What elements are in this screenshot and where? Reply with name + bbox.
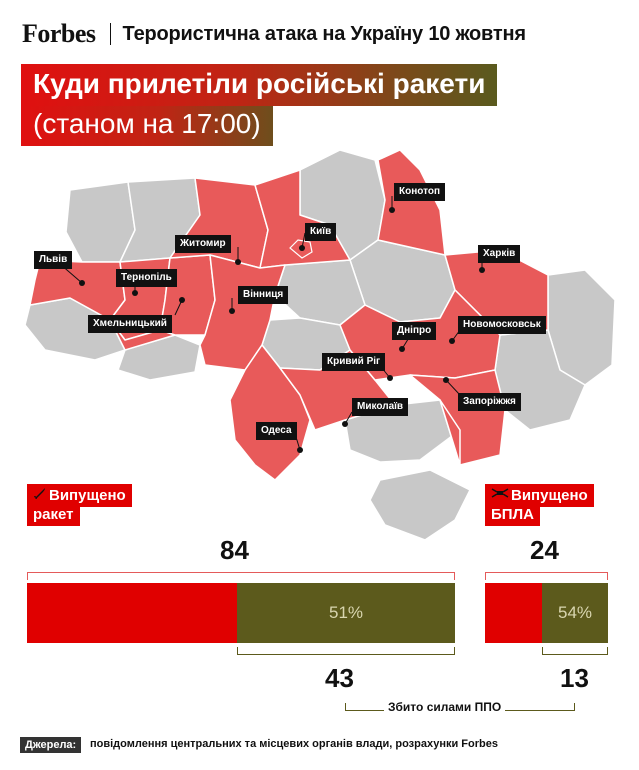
drones-shot-down-bar: 54% bbox=[542, 583, 608, 643]
region-crimea bbox=[369, 469, 471, 540]
missiles-shot-down-bar: 51% bbox=[237, 583, 455, 643]
kyiv-city-outline bbox=[289, 239, 313, 259]
missiles-remaining-bar bbox=[27, 583, 237, 643]
label-kyiv: Київ bbox=[305, 223, 337, 241]
missiles-percent: 51% bbox=[328, 603, 364, 622]
label-novomoskovsk: Новомосковськ bbox=[458, 316, 546, 334]
drones-remaining-bar bbox=[485, 583, 542, 643]
drones-label-line1: Випущено bbox=[511, 487, 588, 504]
header-divider bbox=[109, 23, 111, 45]
label-mykolaiv: Миколаїв bbox=[352, 398, 409, 416]
label-kryvyi-rih: Кривий Ріг bbox=[322, 353, 386, 371]
drone-icon bbox=[491, 486, 511, 505]
region-sumy bbox=[377, 149, 446, 256]
headline: Куди прилетіли російські ракети (станом … bbox=[21, 64, 498, 146]
drones-tag-line2: БПЛА bbox=[485, 504, 540, 526]
ukraine-map bbox=[24, 149, 616, 540]
label-vinnytsia: Вінниця bbox=[238, 286, 289, 304]
label-odesa: Одеса bbox=[256, 422, 297, 440]
region-kyiv bbox=[254, 169, 351, 269]
drones-shot-down-value: 13 bbox=[560, 663, 589, 693]
region-zaporizhzhia-south bbox=[439, 399, 461, 466]
region-odesa bbox=[229, 344, 311, 481]
sources-text: повідомлення центральних та місцевих орг… bbox=[90, 738, 498, 750]
missiles-label-line1: Випущено bbox=[49, 487, 126, 504]
missiles-shot-down-bracket bbox=[237, 647, 455, 655]
missiles-tag: Випущено bbox=[27, 484, 132, 507]
label-dnipro: Дніпро bbox=[392, 322, 437, 340]
drones-percent: 54% bbox=[557, 603, 593, 622]
header: Forbes Терористична атака на Україну 10 … bbox=[22, 18, 526, 50]
missiles-tag-line2: ракет bbox=[27, 504, 80, 526]
header-title: Терористична атака на Україну 10 жовтня bbox=[122, 22, 526, 45]
label-konotop: Конотоп bbox=[394, 183, 446, 201]
headline-line2: (станом на 17:00) bbox=[21, 106, 273, 146]
label-khmelnytskyi: Хмельницький bbox=[88, 315, 172, 333]
drones-launched-bracket bbox=[485, 572, 608, 580]
label-kharkiv: Харків bbox=[478, 245, 521, 263]
region-volyn bbox=[65, 181, 136, 263]
missiles-shot-down-value: 43 bbox=[325, 663, 354, 693]
ppo-caption: Збито силами ППО bbox=[384, 700, 506, 714]
label-zhytomyr: Житомир bbox=[175, 235, 231, 253]
label-ternopil: Тернопіль bbox=[116, 269, 177, 287]
drones-shot-down-bracket bbox=[542, 647, 608, 655]
sources-label: Джерела: bbox=[20, 737, 82, 753]
missiles-launched-value: 84 bbox=[220, 535, 249, 565]
forbes-logo: Forbes bbox=[22, 19, 96, 48]
headline-line1: Куди прилетіли російські ракети bbox=[21, 64, 498, 106]
missile-icon bbox=[33, 486, 49, 505]
drones-tag: Випущено bbox=[485, 484, 594, 507]
label-zaporizhzhia: Запоріжжя bbox=[458, 393, 521, 411]
drones-launched-value: 24 bbox=[530, 535, 559, 565]
label-lviv: Львів bbox=[34, 251, 73, 269]
missiles-launched-bracket bbox=[27, 572, 455, 580]
